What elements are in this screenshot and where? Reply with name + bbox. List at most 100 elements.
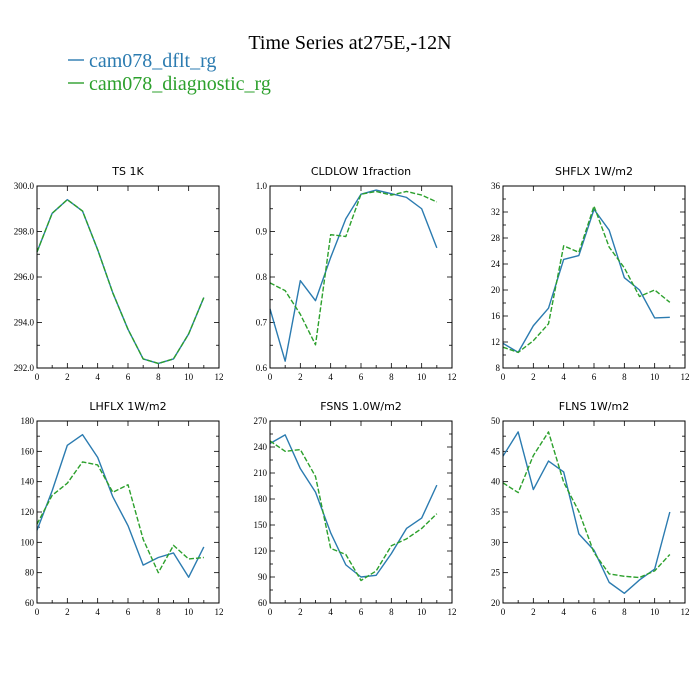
plot-frame — [502, 185, 686, 369]
y-tick-label: 60 — [258, 598, 268, 608]
x-tick-label: 10 — [417, 372, 427, 382]
plot-frame — [36, 185, 220, 369]
panel-title: TS 1K — [111, 165, 144, 178]
y-tick-label: 30 — [491, 537, 501, 547]
series-line-cam078_dflt_rg — [269, 189, 438, 362]
y-tick-label: 160 — [21, 446, 35, 456]
series-line-cam078_diagnostic_rg — [269, 440, 438, 582]
panels: TS 1K 0 2 4 6 8 10 12 292.0 294.0 296.0 298.0 300.0 C… — [14, 165, 690, 617]
y-tick-label: 1.0 — [256, 181, 268, 191]
x-tick-label: 4 — [328, 607, 333, 617]
x-tick-label: 10 — [650, 607, 660, 617]
series-line-cam078_diagnostic_rg — [502, 205, 671, 354]
y-tick-label: 28 — [491, 233, 501, 243]
y-tick-label: 294.0 — [14, 318, 35, 328]
y-tick-label: 300.0 — [14, 181, 35, 191]
panel-title: SHFLX 1W/m2 — [555, 165, 633, 178]
legend-label-cam078_diagnostic_rg: cam078_diagnostic_rg — [89, 73, 271, 95]
y-tick-label: 270 — [254, 416, 268, 426]
y-tick-label: 16 — [491, 311, 501, 321]
y-tick-label: 296.0 — [14, 272, 35, 282]
x-tick-label: 8 — [622, 372, 627, 382]
series-line-cam078_dflt_rg — [269, 434, 438, 578]
x-tick-label: 6 — [126, 372, 131, 382]
x-tick-label: 0 — [501, 607, 506, 617]
y-tick-label: 50 — [491, 416, 501, 426]
x-tick-label: 10 — [650, 372, 660, 382]
x-tick-label: 0 — [268, 372, 273, 382]
y-tick-label: 40 — [491, 477, 501, 487]
y-tick-label: 210 — [254, 468, 268, 478]
y-tick-label: 180 — [21, 416, 35, 426]
y-tick-label: 240 — [254, 442, 268, 452]
y-tick-label: 60 — [25, 598, 35, 608]
x-tick-label: 8 — [389, 372, 394, 382]
y-tick-label: 12 — [491, 337, 500, 347]
x-tick-label: 4 — [95, 607, 100, 617]
plot-frame — [269, 185, 453, 369]
series-line-cam078_diagnostic_rg — [36, 198, 205, 365]
x-tick-label: 4 — [561, 372, 566, 382]
y-tick-label: 120 — [21, 507, 35, 517]
x-tick-label: 6 — [359, 372, 364, 382]
x-tick-label: 10 — [417, 607, 427, 617]
x-tick-label: 8 — [156, 372, 161, 382]
x-tick-label: 2 — [298, 372, 303, 382]
series-line-cam078_diagnostic_rg — [269, 190, 438, 346]
x-tick-label: 12 — [681, 607, 690, 617]
series-line-cam078_dflt_rg — [36, 198, 205, 365]
y-tick-label: 150 — [254, 520, 268, 530]
panel-title: LHFLX 1W/m2 — [89, 400, 166, 413]
x-tick-label: 0 — [268, 607, 273, 617]
x-tick-label: 2 — [298, 607, 303, 617]
x-tick-label: 0 — [501, 372, 506, 382]
plot-frame — [502, 420, 686, 604]
panel-title: FSNS 1.0W/m2 — [320, 400, 402, 413]
x-tick-label: 2 — [531, 607, 536, 617]
y-tick-label: 0.7 — [256, 318, 268, 328]
y-tick-label: 180 — [254, 494, 268, 504]
y-tick-label: 35 — [491, 507, 501, 517]
y-tick-label: 45 — [491, 446, 501, 456]
y-tick-label: 0.8 — [256, 272, 268, 282]
plot-frame — [269, 420, 453, 604]
x-tick-label: 0 — [35, 607, 40, 617]
y-tick-label: 80 — [25, 568, 35, 578]
y-tick-label: 20 — [491, 285, 501, 295]
x-tick-label: 6 — [359, 607, 364, 617]
y-tick-label: 120 — [254, 546, 268, 556]
x-tick-label: 10 — [184, 607, 194, 617]
panel-title: FLNS 1W/m2 — [559, 400, 629, 413]
x-tick-label: 0 — [35, 372, 40, 382]
x-tick-label: 4 — [561, 607, 566, 617]
x-tick-label: 6 — [592, 607, 597, 617]
figure-title: Time Series at275E,-12N — [248, 32, 451, 54]
y-tick-label: 90 — [258, 572, 268, 582]
series-line-cam078_dflt_rg — [36, 433, 205, 578]
y-tick-label: 25 — [491, 568, 501, 578]
panel-5: FSNS 1.0W/m2 0 2 4 6 8 10 12 60 90 120 150 180 210 240… — [254, 400, 457, 617]
x-tick-label: 12 — [215, 372, 224, 382]
y-tick-label: 292.0 — [14, 363, 35, 373]
y-tick-label: 36 — [491, 181, 501, 191]
x-tick-label: 12 — [681, 372, 690, 382]
x-tick-label: 10 — [184, 372, 194, 382]
y-tick-label: 20 — [491, 598, 501, 608]
y-tick-label: 100 — [21, 537, 35, 547]
legend-label-cam078_dflt_rg: cam078_dflt_rg — [89, 50, 216, 72]
x-tick-label: 6 — [126, 607, 131, 617]
series-line-cam078_diagnostic_rg — [36, 461, 204, 574]
panel-title: CLDLOW 1fraction — [311, 165, 411, 178]
y-tick-label: 32 — [491, 207, 500, 217]
panel-6: FLNS 1W/m2 0 2 4 6 8 10 12 20 25 30 35 40 45 50 — [491, 400, 690, 617]
x-tick-label: 6 — [592, 372, 597, 382]
x-tick-label: 12 — [448, 607, 457, 617]
x-tick-label: 2 — [531, 372, 536, 382]
plot-frame — [36, 420, 220, 604]
x-tick-label: 8 — [156, 607, 161, 617]
y-tick-label: 8 — [496, 363, 501, 373]
y-tick-label: 298.0 — [14, 227, 35, 237]
